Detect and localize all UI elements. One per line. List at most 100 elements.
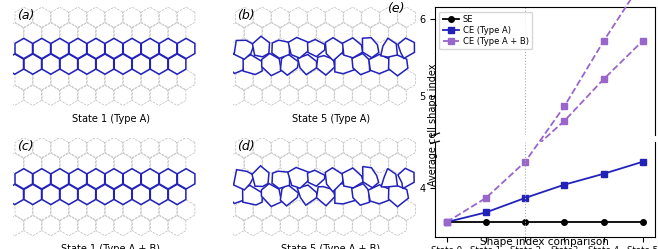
Polygon shape (15, 200, 32, 220)
Polygon shape (15, 70, 32, 90)
Polygon shape (335, 183, 355, 204)
Text: (c): (c) (17, 140, 34, 153)
Polygon shape (114, 216, 132, 236)
Polygon shape (290, 137, 307, 158)
Polygon shape (316, 153, 334, 173)
Polygon shape (60, 54, 78, 74)
Polygon shape (388, 185, 409, 207)
Polygon shape (353, 153, 370, 173)
Polygon shape (389, 216, 407, 236)
Polygon shape (159, 7, 177, 27)
Polygon shape (141, 137, 159, 158)
Polygon shape (51, 200, 68, 220)
Polygon shape (96, 23, 114, 43)
Polygon shape (243, 55, 263, 74)
Polygon shape (272, 171, 290, 188)
Polygon shape (168, 23, 186, 43)
Polygon shape (307, 170, 324, 186)
Polygon shape (132, 23, 150, 43)
Polygon shape (168, 184, 186, 204)
Polygon shape (141, 70, 159, 90)
Polygon shape (96, 153, 114, 173)
Polygon shape (51, 137, 68, 158)
Polygon shape (342, 168, 363, 188)
Polygon shape (307, 40, 325, 57)
Polygon shape (141, 7, 159, 27)
Text: Shape index comparison: Shape index comparison (480, 237, 609, 247)
Polygon shape (343, 70, 361, 90)
Polygon shape (308, 70, 325, 90)
Polygon shape (69, 137, 87, 158)
Text: (e): (e) (387, 2, 404, 15)
Polygon shape (262, 54, 281, 76)
Polygon shape (51, 70, 68, 90)
Polygon shape (226, 85, 244, 106)
Polygon shape (132, 184, 150, 204)
Polygon shape (234, 40, 254, 59)
Polygon shape (168, 54, 186, 74)
Polygon shape (60, 85, 78, 106)
Polygon shape (42, 23, 60, 43)
Polygon shape (389, 54, 408, 76)
Polygon shape (15, 38, 32, 59)
Polygon shape (343, 200, 361, 220)
Polygon shape (105, 38, 123, 59)
Polygon shape (69, 169, 87, 189)
Polygon shape (6, 54, 24, 74)
Polygon shape (15, 137, 32, 158)
Polygon shape (252, 166, 269, 187)
Polygon shape (33, 169, 51, 189)
Polygon shape (87, 200, 105, 220)
Polygon shape (290, 70, 307, 90)
Polygon shape (290, 7, 307, 27)
Polygon shape (78, 216, 95, 236)
Polygon shape (316, 56, 335, 75)
Polygon shape (326, 200, 343, 220)
Polygon shape (42, 54, 60, 74)
Polygon shape (343, 38, 363, 58)
Polygon shape (87, 7, 105, 27)
Polygon shape (132, 85, 150, 106)
Polygon shape (123, 38, 141, 59)
Polygon shape (297, 55, 316, 75)
Polygon shape (178, 7, 195, 27)
Polygon shape (272, 70, 289, 90)
Polygon shape (362, 137, 379, 158)
Polygon shape (123, 7, 141, 27)
Polygon shape (272, 7, 289, 27)
Polygon shape (280, 184, 299, 206)
Polygon shape (6, 23, 24, 43)
Polygon shape (398, 38, 415, 58)
Polygon shape (245, 85, 262, 106)
Polygon shape (389, 153, 407, 173)
Polygon shape (280, 54, 298, 75)
Polygon shape (389, 85, 407, 106)
Polygon shape (87, 70, 105, 90)
Polygon shape (178, 169, 195, 189)
Polygon shape (325, 38, 344, 61)
Polygon shape (178, 38, 195, 59)
Polygon shape (236, 7, 253, 27)
Polygon shape (226, 182, 245, 203)
Polygon shape (370, 153, 388, 173)
Polygon shape (141, 200, 159, 220)
Polygon shape (33, 70, 51, 90)
Polygon shape (363, 167, 378, 188)
Text: (d): (d) (238, 140, 255, 153)
Polygon shape (132, 216, 150, 236)
Polygon shape (245, 23, 262, 43)
Polygon shape (290, 200, 307, 220)
Polygon shape (380, 7, 397, 27)
Polygon shape (343, 7, 361, 27)
Polygon shape (308, 137, 325, 158)
Polygon shape (132, 54, 150, 74)
Polygon shape (123, 70, 141, 90)
Polygon shape (159, 200, 177, 220)
Polygon shape (60, 184, 78, 204)
Polygon shape (226, 153, 244, 173)
Polygon shape (299, 153, 316, 173)
Polygon shape (178, 200, 195, 220)
Polygon shape (234, 170, 255, 190)
Polygon shape (96, 54, 114, 74)
Legend: SE, CE (Type A), CE (Type A + B): SE, CE (Type A), CE (Type A + B) (439, 12, 532, 50)
